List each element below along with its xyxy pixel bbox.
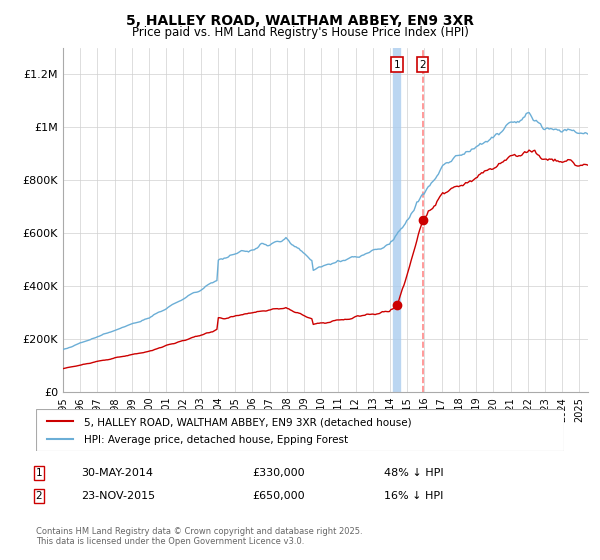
Text: £650,000: £650,000: [252, 491, 305, 501]
Text: Price paid vs. HM Land Registry's House Price Index (HPI): Price paid vs. HM Land Registry's House …: [131, 26, 469, 39]
Text: 2: 2: [35, 491, 43, 501]
FancyBboxPatch shape: [36, 409, 564, 451]
Text: HPI: Average price, detached house, Epping Forest: HPI: Average price, detached house, Eppi…: [83, 435, 347, 445]
Text: 1: 1: [394, 60, 400, 69]
Text: £330,000: £330,000: [252, 468, 305, 478]
Text: Contains HM Land Registry data © Crown copyright and database right 2025.
This d: Contains HM Land Registry data © Crown c…: [36, 526, 362, 546]
Text: 2: 2: [419, 60, 426, 69]
Text: 23-NOV-2015: 23-NOV-2015: [81, 491, 155, 501]
Text: 30-MAY-2014: 30-MAY-2014: [81, 468, 153, 478]
Text: 16% ↓ HPI: 16% ↓ HPI: [384, 491, 443, 501]
Text: 1: 1: [35, 468, 43, 478]
Text: 5, HALLEY ROAD, WALTHAM ABBEY, EN9 3XR (detached house): 5, HALLEY ROAD, WALTHAM ABBEY, EN9 3XR (…: [83, 417, 411, 427]
Text: 48% ↓ HPI: 48% ↓ HPI: [384, 468, 443, 478]
Text: 5, HALLEY ROAD, WALTHAM ABBEY, EN9 3XR: 5, HALLEY ROAD, WALTHAM ABBEY, EN9 3XR: [126, 14, 474, 28]
